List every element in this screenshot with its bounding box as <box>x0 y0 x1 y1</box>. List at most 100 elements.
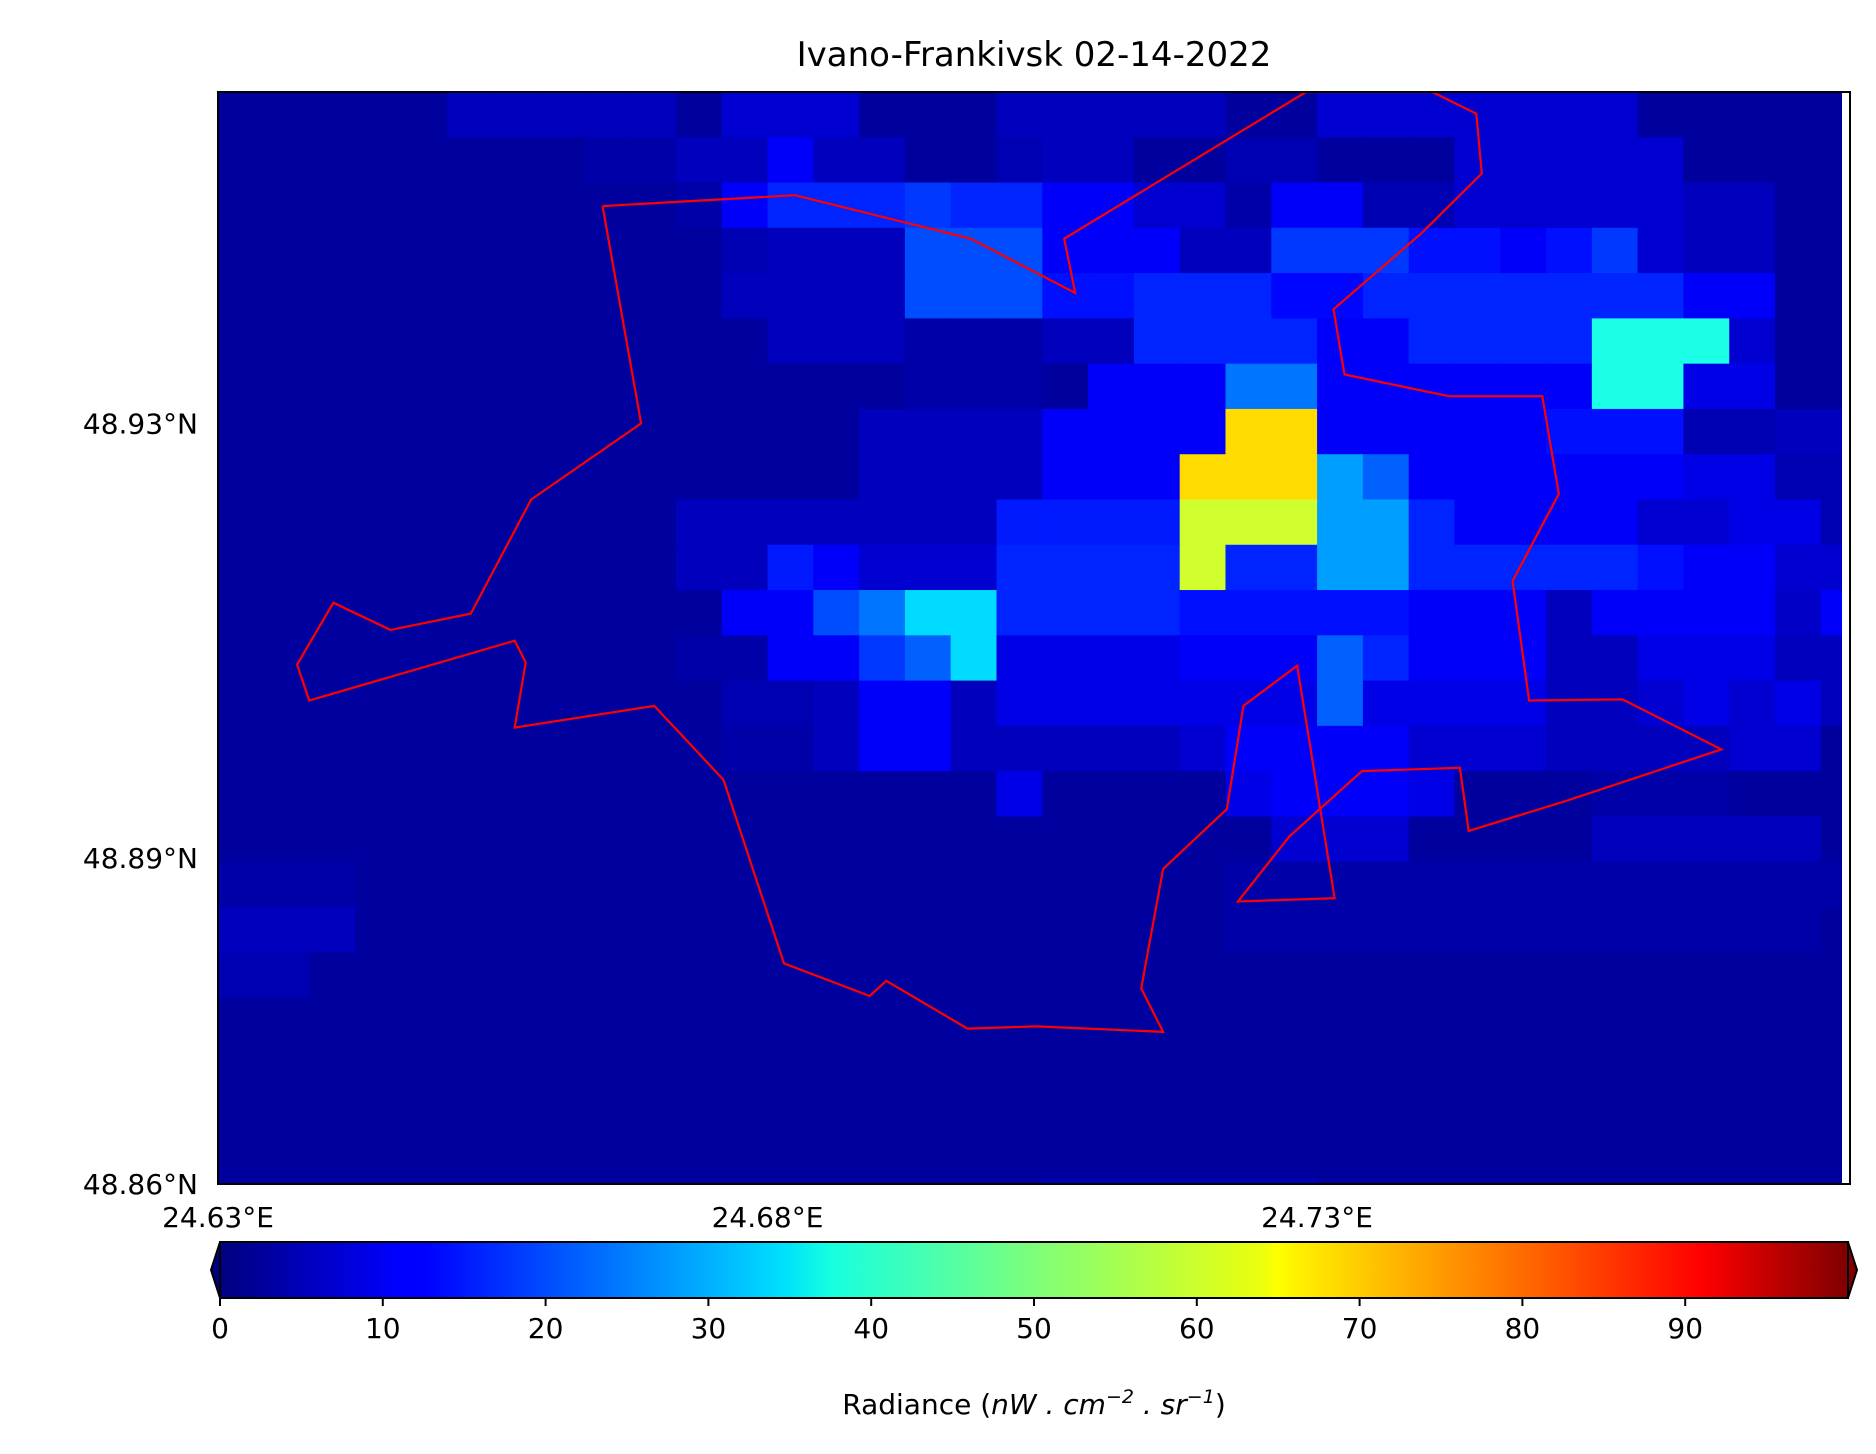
radiance-cell <box>1775 997 1822 1044</box>
radiance-cell <box>1179 544 1227 591</box>
radiance-cell <box>218 952 265 999</box>
radiance-cell <box>904 1088 952 1134</box>
radiance-cell <box>584 1088 631 1134</box>
radiance-cell <box>630 1088 677 1134</box>
radiance-cell <box>630 1178 677 1184</box>
radiance-cell <box>721 861 769 908</box>
radiance-cell <box>1088 997 1135 1044</box>
radiance-cell <box>1133 454 1181 501</box>
colorbar-tick-label: 90 <box>1667 1312 1703 1345</box>
radiance-cell <box>1271 1088 1318 1134</box>
radiance-cell <box>813 1178 860 1184</box>
radiance-cell <box>1546 635 1593 682</box>
radiance-cell <box>446 454 494 501</box>
radiance-cell <box>584 454 631 501</box>
radiance-cell <box>630 318 677 365</box>
radiance-cell <box>1042 771 1089 818</box>
radiance-cell <box>538 906 585 953</box>
radiance-cell <box>859 499 906 546</box>
radiance-cell <box>1179 363 1227 410</box>
radiance-cell <box>492 544 540 591</box>
radiance-cell <box>767 227 814 274</box>
radiance-cell <box>813 318 860 365</box>
radiance-cell <box>1362 408 1410 455</box>
radiance-cell <box>1271 1042 1318 1089</box>
radiance-cell <box>1546 1133 1593 1180</box>
radiance-cell <box>1317 408 1364 455</box>
radiance-cell <box>1408 1042 1456 1089</box>
radiance-cell <box>1454 1178 1501 1184</box>
radiance-cell <box>721 499 769 546</box>
radiance-cell <box>675 861 723 908</box>
radiance-cell <box>1637 408 1685 455</box>
radiance-cell <box>1042 92 1089 138</box>
radiance-cell <box>996 635 1043 682</box>
radiance-cell <box>309 997 356 1044</box>
radiance-cell <box>1408 816 1456 863</box>
radiance-cell <box>1179 182 1227 229</box>
radiance-cell <box>630 952 677 999</box>
radiance-cell <box>904 92 952 138</box>
radiance-cell <box>1683 771 1730 818</box>
radiance-cell <box>1088 861 1135 908</box>
radiance-cell <box>950 182 998 229</box>
radiance-cell <box>1591 816 1639 863</box>
colorbar-label: Radiance (nW . cm−2 . sr−1) <box>842 1386 1226 1421</box>
radiance-cell <box>1317 861 1364 908</box>
radiance-cell <box>446 952 494 999</box>
radiance-cell <box>355 544 402 591</box>
radiance-cell <box>492 906 540 953</box>
radiance-cell <box>1133 318 1181 365</box>
radiance-cell <box>1225 227 1272 274</box>
radiance-cell <box>492 816 540 863</box>
radiance-cell <box>1729 92 1776 138</box>
radiance-cell <box>1179 680 1227 727</box>
radiance-cell <box>1408 635 1456 682</box>
radiance-cell <box>1500 408 1547 455</box>
latitude-tick-label: 48.86°N <box>83 1168 198 1201</box>
radiance-cell <box>1362 725 1410 772</box>
radiance-cell <box>675 1088 723 1134</box>
radiance-cell <box>1088 227 1135 274</box>
radiance-cell <box>1133 363 1181 410</box>
radiance-cell <box>904 635 952 682</box>
radiance-cell <box>1088 952 1135 999</box>
radiance-cell <box>263 1042 311 1089</box>
radiance-cell <box>630 408 677 455</box>
radiance-cell <box>950 1088 998 1134</box>
radiance-cell <box>767 635 814 682</box>
radiance-cell <box>538 137 585 184</box>
radiance-cell <box>1775 1042 1822 1089</box>
latitude-tick-label: 48.89°N <box>83 842 198 875</box>
radiance-cell <box>1454 906 1501 953</box>
radiance-cell <box>767 816 814 863</box>
radiance-cell <box>1362 92 1410 138</box>
radiance-cell <box>355 182 402 229</box>
radiance-cell <box>1362 544 1410 591</box>
radiance-cell <box>630 590 677 636</box>
radiance-cell <box>1729 861 1776 908</box>
radiance-cell <box>538 1178 585 1184</box>
radiance-cell <box>1729 635 1776 682</box>
radiance-cell <box>1225 1133 1272 1180</box>
radiance-cell <box>1775 771 1822 818</box>
radiance-cell <box>1317 635 1364 682</box>
map-plot-area <box>217 91 1851 1185</box>
radiance-cell <box>1637 92 1685 138</box>
radiance-cell <box>813 92 860 138</box>
radiance-cell <box>1225 318 1272 365</box>
radiance-cell <box>1729 318 1776 365</box>
radiance-cell <box>1591 952 1639 999</box>
radiance-cell <box>859 635 906 682</box>
radiance-cell <box>1317 318 1364 365</box>
radiance-cell <box>309 590 356 636</box>
radiance-cell <box>401 680 448 727</box>
radiance-cell <box>859 816 906 863</box>
radiance-cell <box>1179 952 1227 999</box>
latitude-tick-label: 48.93°N <box>83 407 198 440</box>
radiance-cell <box>309 363 356 410</box>
radiance-cell <box>584 499 631 546</box>
colorbar-tick-label: 20 <box>528 1312 564 1345</box>
radiance-cell <box>1408 861 1456 908</box>
radiance-cell <box>1729 952 1776 999</box>
